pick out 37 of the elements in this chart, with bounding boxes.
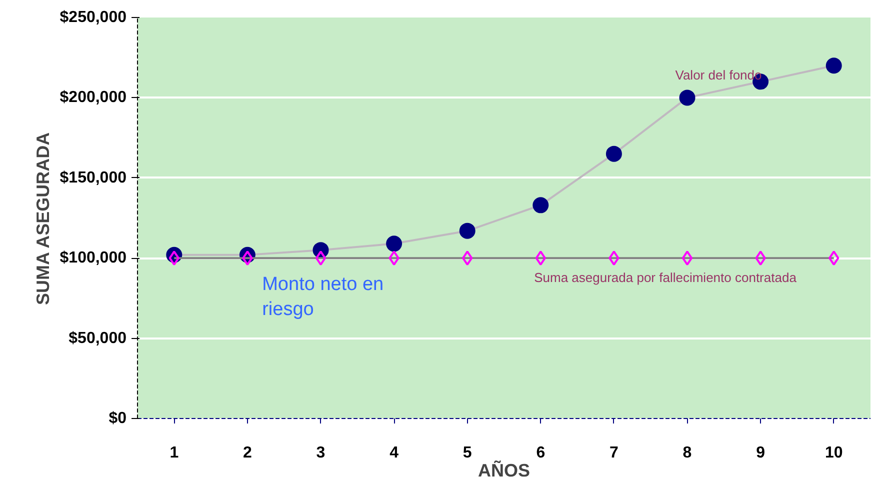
series-label: Suma asegurada por fallecimiento contratada [534, 270, 798, 286]
point [532, 197, 549, 214]
x-tick-label: 1 [170, 444, 179, 462]
point [388, 250, 400, 266]
point [315, 250, 326, 266]
point [242, 250, 253, 266]
x-tick-label: 9 [756, 444, 766, 462]
y-tick-label: $200,000 [60, 89, 127, 106]
point [826, 58, 842, 74]
point [535, 250, 546, 266]
x-tick-label: 5 [462, 444, 472, 462]
point [608, 250, 620, 266]
y-tick-label: $50,000 [68, 330, 127, 347]
x-tick-label: 10 [824, 444, 843, 462]
point [755, 250, 766, 266]
x-tick-label: 3 [316, 444, 326, 462]
point [682, 250, 693, 266]
point [168, 250, 180, 266]
annotation: Monto neto en riesgo [262, 274, 384, 320]
point [828, 250, 840, 266]
x-tick-label: 2 [243, 444, 252, 462]
x-tick-label: 6 [536, 444, 546, 462]
y-axis-title: SUMA ASEGURADA [32, 132, 53, 306]
point [459, 222, 476, 239]
point [679, 90, 696, 106]
x-axis-title: AÑOS [478, 460, 530, 480]
y-tick-label: $150,000 [60, 169, 127, 186]
x-tick-label: 4 [390, 444, 399, 462]
x-tick-label: 7 [610, 444, 618, 462]
series-label: Valor del fondo [675, 68, 762, 83]
point [462, 250, 473, 266]
y-tick-label: $250,000 [60, 9, 127, 26]
point [606, 146, 622, 162]
y-tick-label: $100,000 [60, 250, 127, 267]
y-tick-label: $0 [108, 410, 127, 427]
x-tick-label: 8 [682, 444, 692, 462]
point [386, 236, 402, 252]
